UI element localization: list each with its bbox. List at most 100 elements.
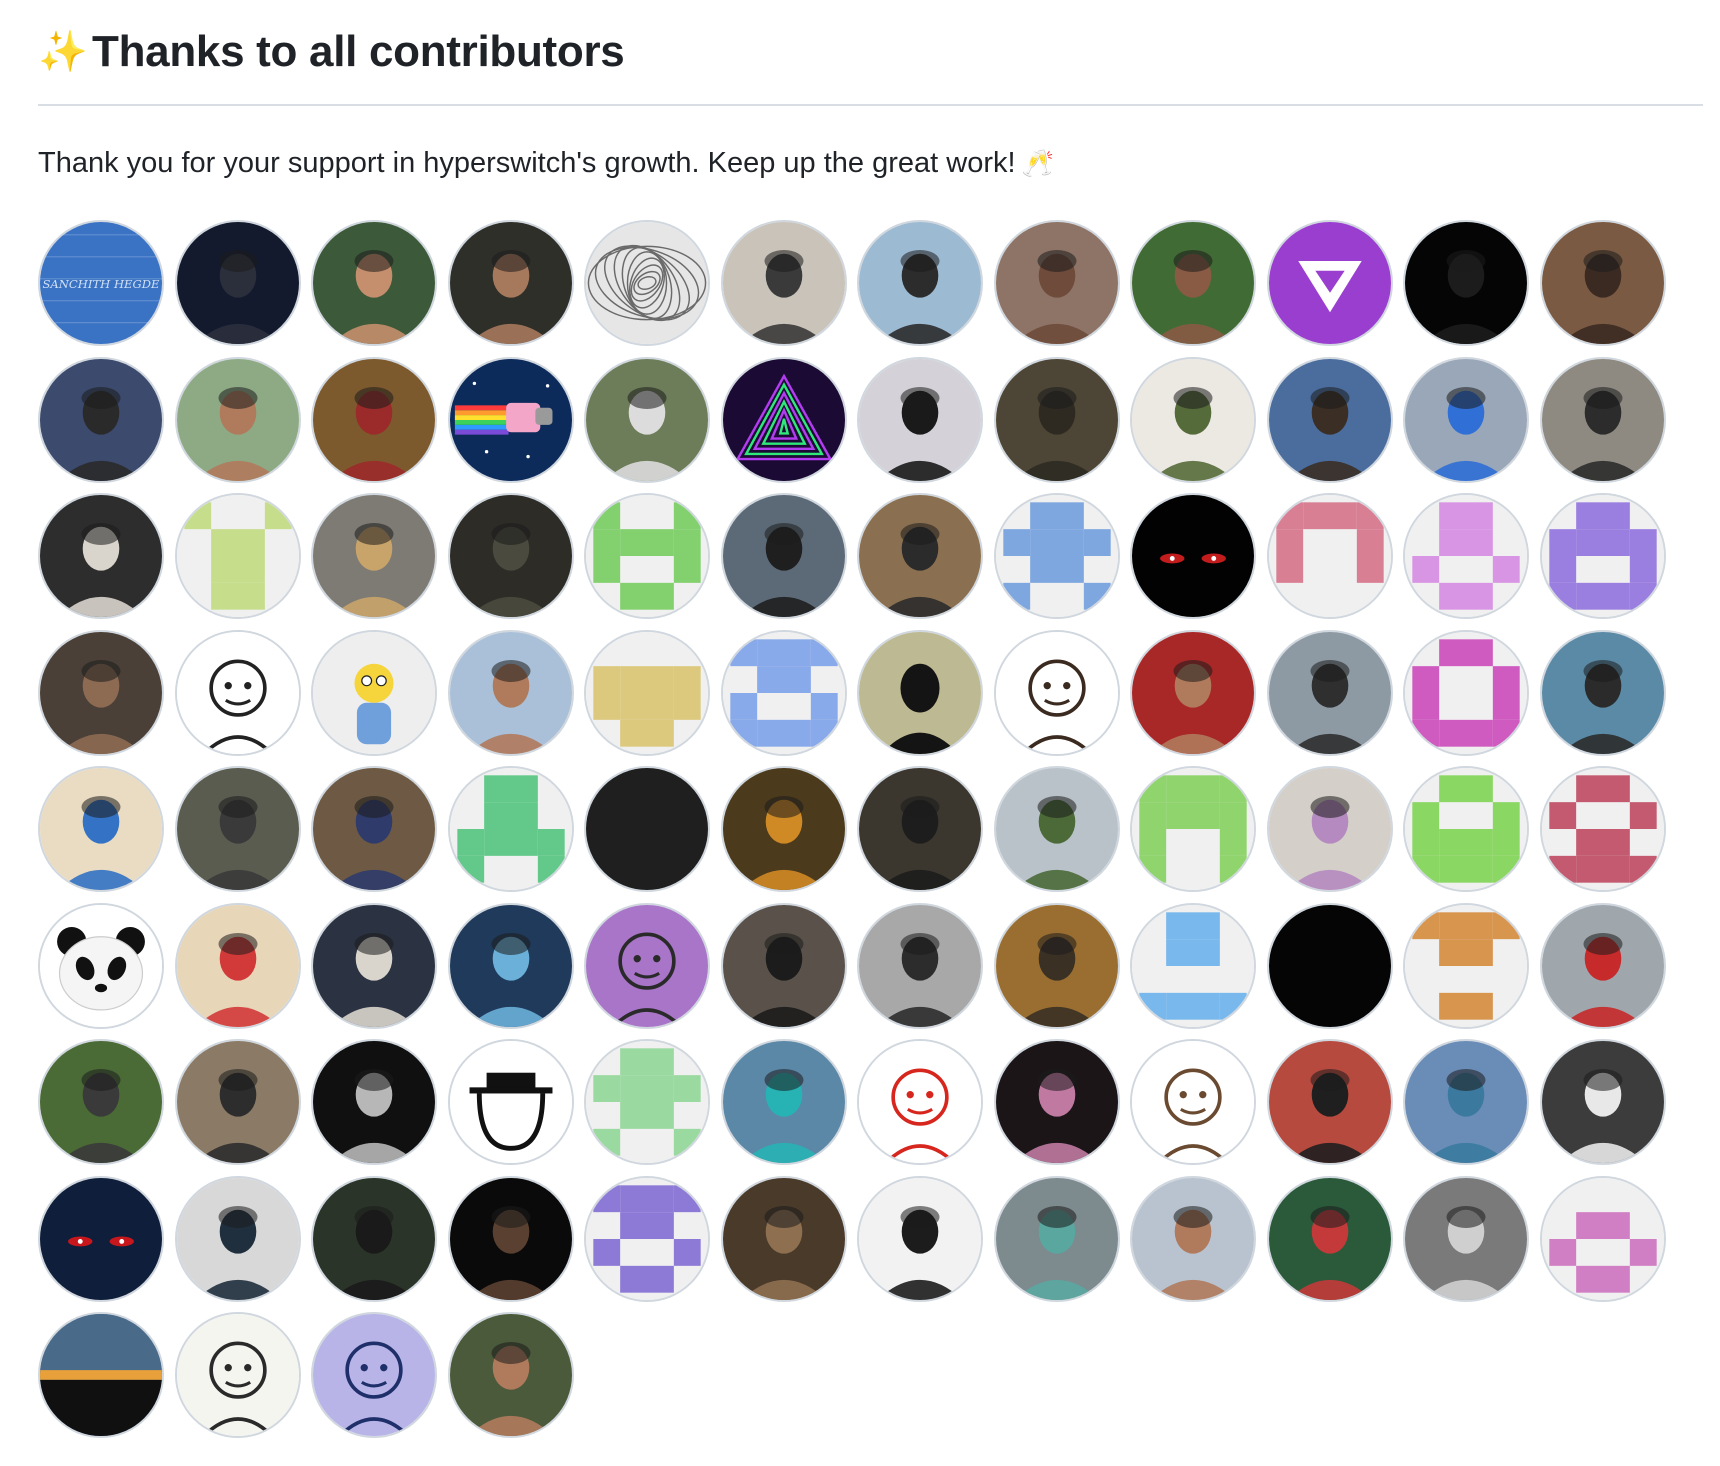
contributor-avatar[interactable] — [311, 356, 437, 483]
contributor-avatar[interactable] — [857, 356, 983, 483]
contributor-avatar[interactable] — [38, 766, 164, 892]
contributor-avatar[interactable] — [1539, 493, 1666, 619]
contributor-avatar[interactable] — [720, 1039, 847, 1165]
contributor-avatar[interactable] — [174, 766, 301, 892]
contributor-avatar[interactable] — [311, 1312, 437, 1438]
contributor-avatar[interactable] — [38, 493, 164, 619]
contributor-avatar[interactable] — [447, 220, 574, 346]
contributor-avatar[interactable] — [1130, 493, 1256, 619]
contributor-avatar[interactable] — [447, 1175, 574, 1302]
contributor-avatar[interactable] — [311, 766, 437, 892]
contributor-avatar[interactable] — [447, 493, 574, 619]
contributor-avatar[interactable] — [38, 902, 164, 1029]
contributor-avatar[interactable] — [38, 1175, 164, 1302]
contributor-avatar[interactable] — [1403, 220, 1529, 346]
contributor-avatar[interactable] — [720, 1175, 847, 1302]
contributor-avatar[interactable] — [447, 1312, 574, 1438]
contributor-avatar[interactable] — [857, 1175, 983, 1302]
contributor-avatar[interactable] — [174, 220, 301, 346]
contributor-avatar[interactable] — [584, 902, 710, 1029]
contributor-avatar[interactable] — [1403, 1175, 1529, 1302]
contributor-avatar[interactable] — [1266, 220, 1393, 346]
contributor-avatar[interactable] — [993, 629, 1120, 756]
contributor-avatar[interactable] — [1403, 902, 1529, 1029]
contributor-avatar[interactable] — [1266, 1175, 1393, 1302]
contributor-avatar[interactable] — [38, 629, 164, 756]
contributor-avatar[interactable] — [311, 1175, 437, 1302]
contributor-avatar[interactable] — [1266, 356, 1393, 483]
contributor-avatar[interactable] — [993, 766, 1120, 892]
contributor-avatar[interactable] — [1130, 1175, 1256, 1302]
contributor-avatar[interactable] — [1266, 1039, 1393, 1165]
contributor-avatar[interactable] — [1130, 902, 1256, 1029]
contributor-avatar[interactable] — [447, 356, 574, 483]
contributor-avatar[interactable] — [857, 902, 983, 1029]
contributor-avatar[interactable] — [1130, 766, 1256, 892]
contributor-avatar[interactable] — [1130, 629, 1256, 756]
contributor-avatar[interactable] — [584, 629, 710, 756]
contributor-avatar[interactable] — [1539, 766, 1666, 892]
contributor-avatar[interactable] — [1539, 356, 1666, 483]
contributor-avatar[interactable] — [857, 220, 983, 346]
contributor-avatar[interactable] — [38, 356, 164, 483]
contributor-avatar[interactable] — [720, 629, 847, 756]
contributor-avatar[interactable] — [1266, 629, 1393, 756]
contributor-avatar[interactable] — [38, 1039, 164, 1165]
contributor-avatar[interactable] — [720, 902, 847, 1029]
contributor-avatar[interactable] — [857, 1039, 983, 1165]
contributor-avatar[interactable] — [174, 629, 301, 756]
contributor-avatar[interactable] — [993, 220, 1120, 346]
contributor-avatar[interactable] — [720, 220, 847, 346]
contributor-avatar[interactable] — [1130, 1039, 1256, 1165]
contributor-avatar[interactable] — [720, 766, 847, 892]
contributor-avatar[interactable] — [174, 1312, 301, 1438]
contributor-avatar[interactable] — [1403, 1039, 1529, 1165]
contributor-avatar[interactable] — [311, 629, 437, 756]
contributor-avatar[interactable] — [584, 1175, 710, 1302]
contributor-avatar[interactable] — [174, 493, 301, 619]
contributor-avatar[interactable] — [1403, 766, 1529, 892]
contributor-avatar[interactable] — [584, 220, 710, 346]
contributor-avatar[interactable] — [1539, 220, 1666, 346]
contributor-avatar[interactable] — [584, 766, 710, 892]
contributor-avatar[interactable] — [174, 1175, 301, 1302]
contributor-avatar[interactable] — [174, 1039, 301, 1165]
contributor-avatar[interactable]: SANCHITH HEGDE — [38, 220, 164, 346]
contributor-avatar[interactable] — [1266, 902, 1393, 1029]
contributor-avatar[interactable] — [447, 902, 574, 1029]
contributor-avatar[interactable] — [584, 356, 710, 483]
contributor-avatar[interactable] — [720, 493, 847, 619]
contributor-avatar[interactable] — [1130, 220, 1256, 346]
contributor-avatar[interactable] — [993, 1039, 1120, 1165]
contributor-avatar[interactable] — [1539, 629, 1666, 756]
contributor-avatar[interactable] — [993, 902, 1120, 1029]
contributor-avatar[interactable] — [1403, 356, 1529, 483]
contributor-avatar[interactable] — [1266, 493, 1393, 619]
contributor-avatar[interactable] — [857, 629, 983, 756]
contributor-avatar[interactable] — [447, 1039, 574, 1165]
contributor-avatar[interactable] — [311, 902, 437, 1029]
contributor-avatar[interactable] — [993, 356, 1120, 483]
contributor-avatar[interactable] — [720, 356, 847, 483]
contributor-avatar[interactable] — [1130, 356, 1256, 483]
contributor-avatar[interactable] — [447, 766, 574, 892]
contributor-avatar[interactable] — [993, 493, 1120, 619]
contributor-avatar[interactable] — [174, 356, 301, 483]
contributor-avatar[interactable] — [1403, 493, 1529, 619]
contributor-avatar[interactable] — [311, 1039, 437, 1165]
contributor-avatar[interactable] — [993, 1175, 1120, 1302]
contributor-avatar[interactable] — [1266, 766, 1393, 892]
contributor-avatar[interactable] — [311, 220, 437, 346]
contributor-avatar[interactable] — [311, 493, 437, 619]
contributor-avatar[interactable] — [584, 1039, 710, 1165]
contributor-avatar[interactable] — [857, 493, 983, 619]
contributor-avatar[interactable] — [38, 1312, 164, 1438]
contributor-avatar[interactable] — [174, 902, 301, 1029]
contributor-avatar[interactable] — [584, 493, 710, 619]
contributor-avatar[interactable] — [1539, 1039, 1666, 1165]
contributor-avatar[interactable] — [857, 766, 983, 892]
contributor-avatar[interactable] — [1403, 629, 1529, 756]
contributor-avatar[interactable] — [447, 629, 574, 756]
contributor-avatar[interactable] — [1539, 1175, 1666, 1302]
contributor-avatar[interactable] — [1539, 902, 1666, 1029]
